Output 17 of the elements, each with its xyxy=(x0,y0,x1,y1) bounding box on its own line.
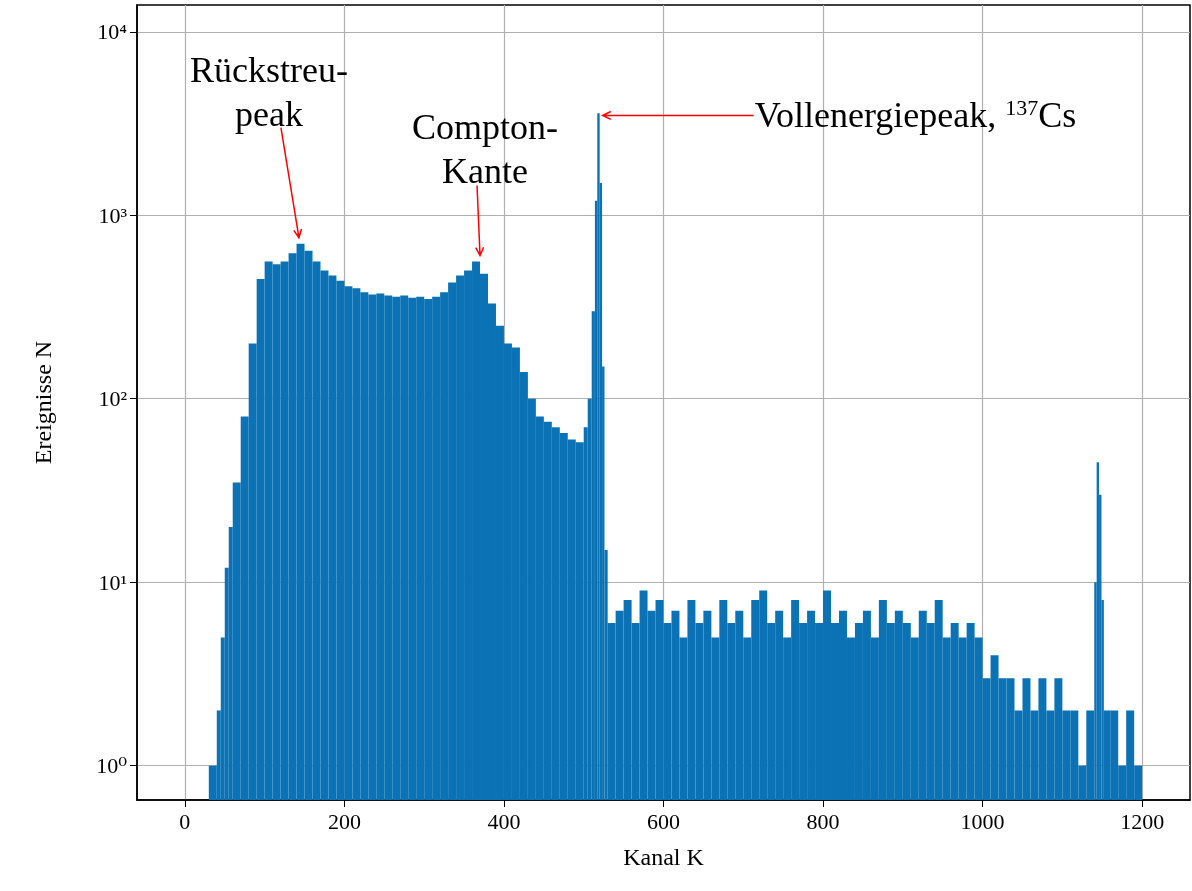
x-tick-label: 200 xyxy=(327,808,361,834)
y-tick-label: 10¹ xyxy=(98,569,127,595)
x-axis-title: Kanal K xyxy=(623,844,705,870)
y-axis-title: Ereignisse N xyxy=(30,340,56,465)
x-tick-label: 600 xyxy=(647,808,680,834)
annotation: Rückstreu- peak xyxy=(189,49,348,134)
annotation: Compton- Kante xyxy=(412,107,559,192)
y-tick-label: 10³ xyxy=(98,202,128,228)
x-tick-label: 400 xyxy=(487,808,521,834)
x-tick-label: 0 xyxy=(179,808,191,834)
y-tick-label: 10² xyxy=(98,386,128,412)
y-tick-label: 10⁰ xyxy=(96,753,128,779)
y-tick-label: 10⁴ xyxy=(97,19,128,45)
x-tick-label: 1000 xyxy=(960,808,1005,834)
x-tick-label: 1200 xyxy=(1120,808,1165,834)
x-tick-label: 800 xyxy=(806,808,840,834)
annotation: Vollenergiepeak, $^{137}$Cs xyxy=(754,94,1077,136)
